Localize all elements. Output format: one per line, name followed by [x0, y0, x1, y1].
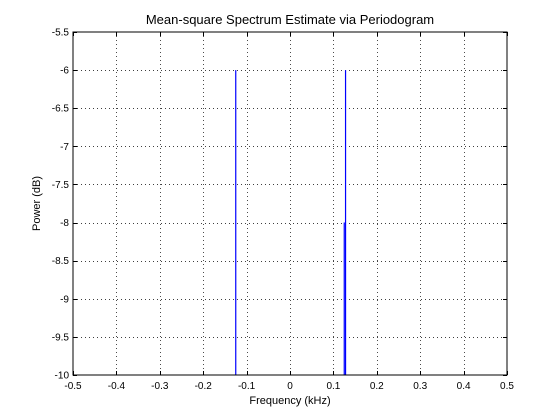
- y-tick-label: -7: [60, 142, 69, 153]
- x-tick-label: 0: [287, 381, 293, 392]
- y-tick-label: -7.5: [52, 180, 70, 191]
- x-tick-label: 0.1: [326, 381, 340, 392]
- y-tick-label: -6: [60, 66, 69, 77]
- x-tick-label: 0.5: [500, 381, 514, 392]
- x-axis-label: Frequency (kHz): [249, 395, 330, 407]
- y-axis-label: Power (dB): [31, 176, 43, 231]
- y-tick-label: -8: [60, 218, 69, 229]
- y-tick-label: -5.5: [52, 28, 70, 39]
- x-tick-label: 0.4: [457, 381, 471, 392]
- x-tick-label: -0.1: [238, 381, 256, 392]
- y-tick-label: -6.5: [52, 104, 70, 115]
- y-tick-label: -9.5: [52, 332, 70, 343]
- x-tick-label: -0.4: [108, 381, 126, 392]
- grid: [73, 32, 507, 375]
- x-tick-label: 0.3: [413, 381, 427, 392]
- y-tick-label: -8.5: [52, 256, 70, 267]
- x-tick-label: -0.3: [151, 381, 169, 392]
- x-tick-label: -0.5: [64, 381, 82, 392]
- chart-title: Mean-square Spectrum Estimate via Period…: [146, 12, 434, 27]
- y-tick-label: -9: [60, 294, 69, 305]
- axes-background: [73, 32, 507, 375]
- y-tick-label: -10: [55, 371, 70, 382]
- x-tick-label: 0.2: [370, 381, 384, 392]
- data-series: [235, 70, 347, 375]
- ticks: -0.5 -0.4 -0.3 -0.2 -0.1 0 0.1 0.2 0.3 0.4 0.5 -10 -…: [52, 28, 515, 393]
- x-tick-label: -0.2: [195, 381, 213, 392]
